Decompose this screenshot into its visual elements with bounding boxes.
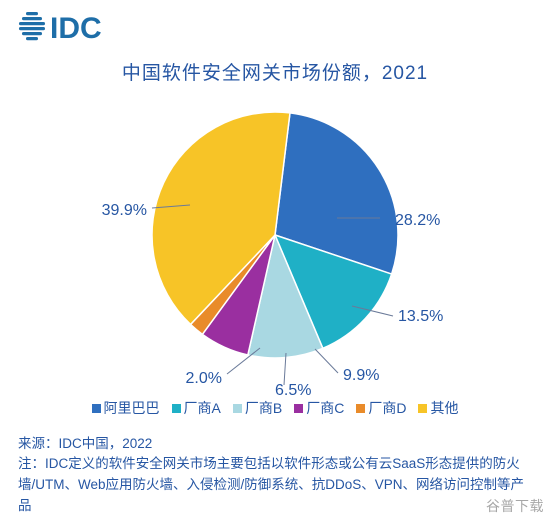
- slice-label: 39.9%: [102, 202, 147, 219]
- leader-line: [315, 349, 338, 373]
- slice-label: 2.0%: [186, 370, 222, 387]
- chart-title: 中国软件安全网关市场份额，2021: [0, 58, 550, 85]
- logo-text: IDC: [50, 12, 102, 44]
- legend-label: 厂商B: [245, 398, 282, 418]
- legend-item: 阿里巴巴: [92, 398, 160, 418]
- legend-item: 厂商C: [294, 398, 344, 418]
- legend-label: 厂商A: [184, 398, 221, 418]
- legend-item: 厂商A: [172, 398, 221, 418]
- slice-label: 9.9%: [343, 367, 379, 384]
- pie-chart: 28.2%13.5%9.9%6.5%2.0%39.9%: [0, 95, 550, 395]
- slice-label: 28.2%: [395, 212, 440, 229]
- legend-label: 其他: [430, 398, 458, 418]
- logo-bars-icon: [19, 12, 45, 40]
- pie-chart-svg: 28.2% 13.5% 9.9% 6.5% 2.0% 39.9%: [25, 95, 525, 405]
- idc-logo: IDC: [18, 10, 118, 44]
- legend-item: 其他: [418, 398, 458, 418]
- legend-swatch: [233, 404, 242, 413]
- legend-item: 厂商B: [233, 398, 282, 418]
- legend-swatch: [172, 404, 181, 413]
- idc-logo-svg: IDC: [18, 10, 118, 44]
- legend-swatch: [294, 404, 303, 413]
- legend-swatch: [356, 404, 365, 413]
- watermark: 谷普下载: [486, 496, 544, 516]
- legend-label: 厂商D: [368, 398, 406, 418]
- legend-label: 阿里巴巴: [104, 398, 160, 418]
- source-line: 来源：IDC中国，2022: [18, 432, 152, 452]
- legend-swatch: [418, 404, 427, 413]
- slice-label: 13.5%: [398, 308, 443, 325]
- legend: 阿里巴巴 厂商A 厂商B 厂商C 厂商D 其他: [0, 398, 550, 418]
- footnote: 注：IDC定义的软件安全网关市场主要包括以软件形态或公有云SaaS形态提供的防火…: [18, 454, 532, 517]
- slice-label: 6.5%: [275, 382, 311, 399]
- legend-swatch: [92, 404, 101, 413]
- legend-item: 厂商D: [356, 398, 406, 418]
- legend-label: 厂商C: [306, 398, 344, 418]
